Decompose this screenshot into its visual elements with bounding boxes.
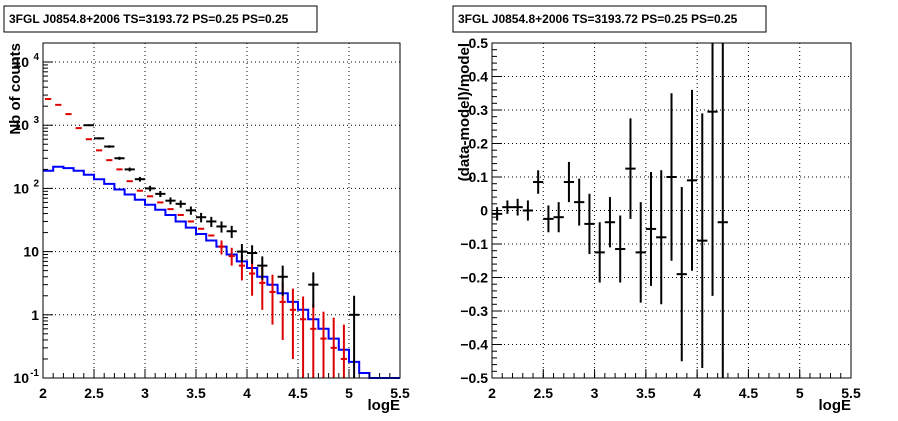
- counts-y-tick-exponent: 4: [33, 52, 39, 63]
- residual-x-tick-label: 3.5: [636, 385, 656, 401]
- residual-y-tick-label: −0.3: [460, 303, 488, 319]
- counts-x-tick-label: 5: [345, 385, 353, 401]
- residual-x-tick-label: 4: [693, 385, 701, 401]
- residual-y-tick-label: 0.5: [469, 35, 489, 51]
- counts-y-tick-label: 10: [13, 54, 29, 70]
- counts-y-tick-label: 10: [13, 180, 29, 196]
- counts-x-axis-label: logE: [368, 397, 401, 414]
- counts-y-tick-exponent: 2: [33, 178, 39, 189]
- residual-y-tick-label: −0.2: [460, 270, 488, 286]
- counts-y-tick-label: 10: [23, 244, 39, 260]
- counts-y-axis-label: Nb of counts: [7, 43, 24, 135]
- residual-x-tick-label: 5.5: [841, 385, 861, 401]
- residual-x-tick-label: 4.5: [739, 385, 759, 401]
- counts-y-tick-label: 10: [13, 117, 29, 133]
- counts-x-tick-label: 5.5: [390, 385, 410, 401]
- counts-title: 3FGL J0854.8+2006 TS=3193.72 PS=0.25 PS=…: [9, 12, 289, 26]
- counts-x-tick-label: 4: [243, 385, 251, 401]
- counts-marks: [43, 97, 400, 379]
- residual-y-tick-label: 0.1: [469, 169, 489, 185]
- counts-x-tick-label: 2: [39, 385, 47, 401]
- residual-x-tick-label: 3: [591, 385, 599, 401]
- residual-y-tick-label: 0: [480, 203, 488, 219]
- counts-grid: [43, 43, 400, 378]
- residual-y-axis-label: (data-model)/model: [456, 43, 473, 181]
- residual-x-tick-label: 2.5: [534, 385, 554, 401]
- residual-panel: 3FGL J0854.8+2006 TS=3193.72 PS=0.25 PS=…: [452, 5, 861, 414]
- counts-x-tick-label: 4.5: [288, 385, 308, 401]
- residual-title: 3FGL J0854.8+2006 TS=3193.72 PS=0.25 PS=…: [458, 12, 738, 26]
- residual-y-tick-label: 0.2: [469, 136, 489, 152]
- residual-marks: [492, 43, 728, 378]
- counts-y-tick-label: 10: [13, 370, 29, 386]
- counts-y-tick-exponent: 3: [33, 115, 39, 126]
- counts-x-tick-label: 3: [141, 385, 149, 401]
- counts-y-tick-exponent: -1: [30, 368, 39, 379]
- residual-title-box: [452, 5, 767, 33]
- residual-x-tick-label: 2: [488, 385, 496, 401]
- residual-y-tick-label: 0.4: [469, 69, 489, 85]
- residual-y-tick-label: −0.5: [460, 370, 488, 386]
- counts-plot-frame: [42, 42, 401, 379]
- counts-x-tick-label: 2.5: [84, 385, 104, 401]
- counts-panel: 3FGL J0854.8+2006 TS=3193.72 PS=0.25 PS=…: [3, 5, 410, 414]
- residual-y-tick-label: −0.1: [460, 236, 488, 252]
- residual-y-tick-label: 0.3: [469, 102, 489, 118]
- counts-model-step-line: [43, 165, 400, 379]
- residual-axes: 2 2.5 3 3.5 4 4.5 5 5.5 −0.5 −0.4 −0.3 −0.2 −0.1 0 0.1…: [460, 35, 861, 401]
- counts-title-box: [3, 5, 318, 33]
- residual-y-tick-label: −0.4: [460, 337, 488, 353]
- counts-x-tick-label: 3.5: [186, 385, 206, 401]
- counts-y-tick-label: 1: [31, 307, 39, 323]
- residual-x-axis-label: logE: [819, 397, 852, 414]
- residual-x-tick-label: 5: [796, 385, 804, 401]
